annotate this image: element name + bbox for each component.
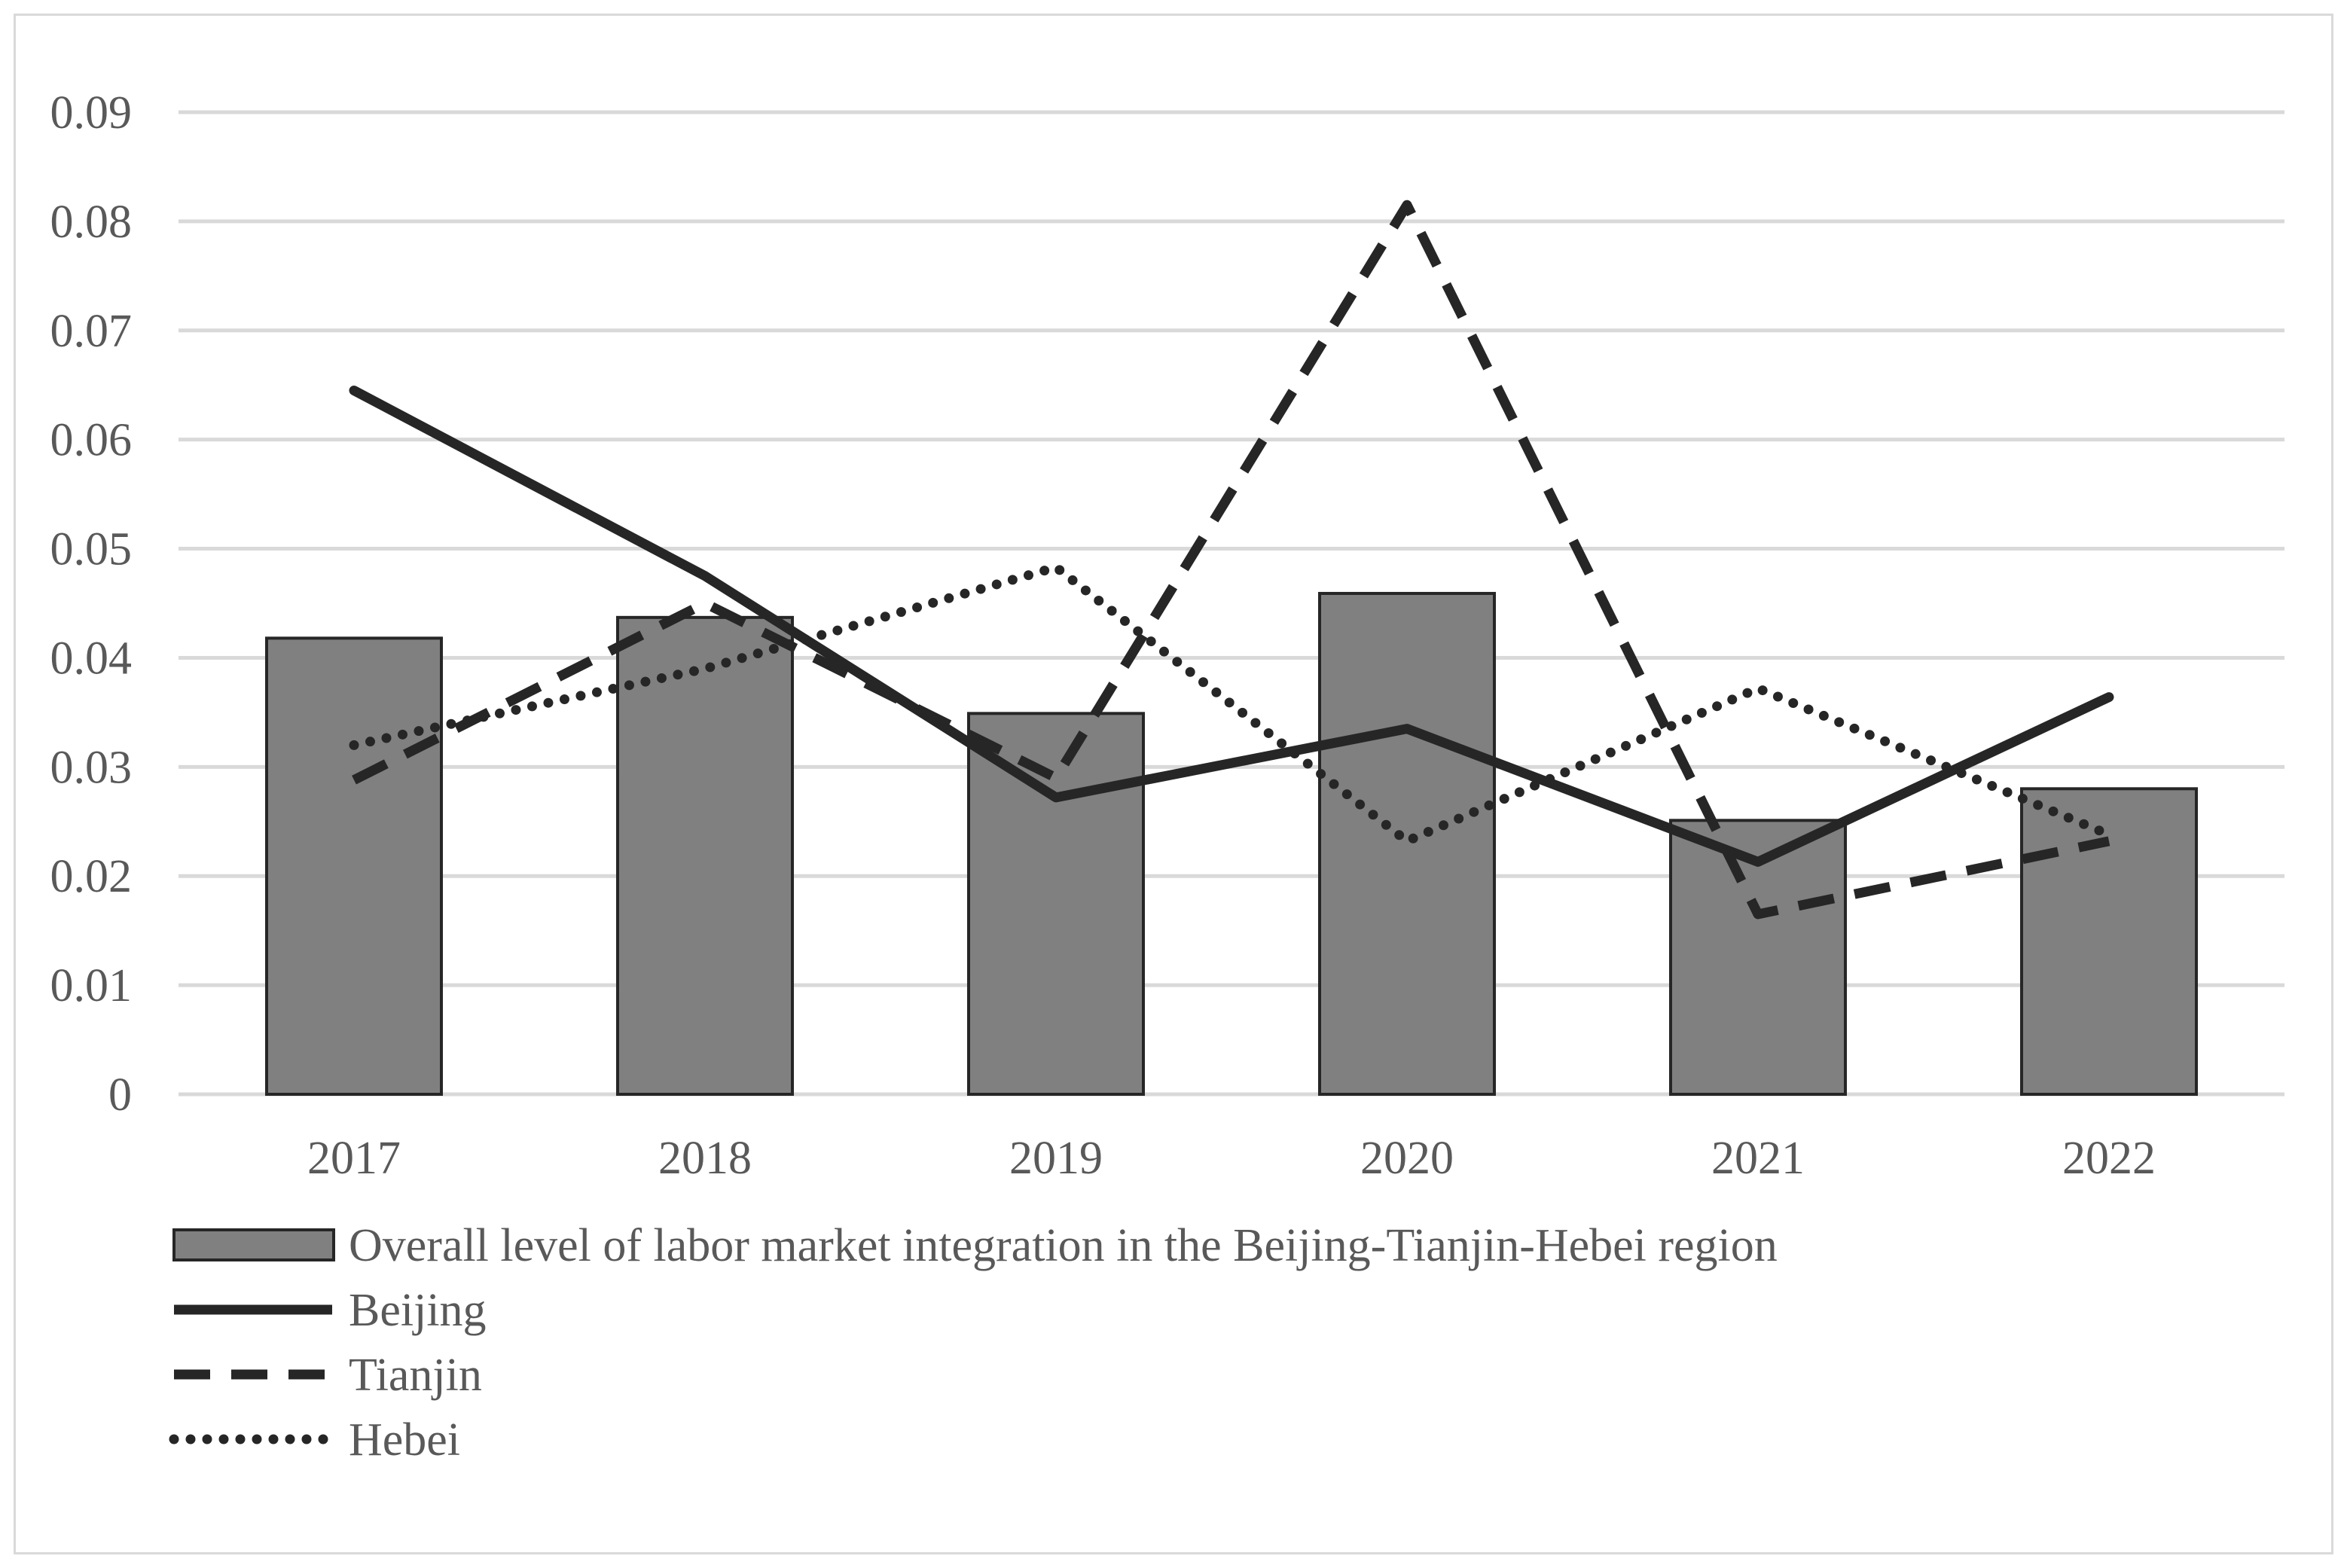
legend-label: Overall level of labor market integratio… (349, 1220, 1778, 1271)
series-line-beijing (349, 385, 2114, 867)
legend: Overall level of labor market integratio… (169, 1220, 1778, 1466)
bar (967, 712, 1145, 1096)
y-tick-label: 0.08 (50, 197, 133, 248)
bar-series (265, 591, 2198, 1097)
x-tick-label: 2019 (1009, 1133, 1103, 1184)
bar (2020, 787, 2198, 1097)
legend-label: Tianjin (349, 1350, 482, 1401)
bar (616, 615, 794, 1096)
series-line-hebei (349, 562, 2114, 847)
line-series (349, 200, 2114, 920)
y-tick-label: 0 (108, 1069, 132, 1121)
y-tick-label: 0.07 (50, 306, 133, 357)
y-axis-ticks: 0 0.01 0.02 0.03 0.04 0.05 0.06 0.07 0.08 0.09 (50, 87, 133, 1121)
x-axis-ticks: 2017 2018 2019 2020 2021 2022 (307, 1133, 2156, 1184)
chart-svg: 0 0.01 0.02 0.03 0.04 0.05 0.06 0.07 0.08 0.09 20… (50, 87, 2284, 1466)
y-tick-label: 0.06 (50, 415, 133, 466)
x-tick-label: 2021 (1711, 1133, 1805, 1184)
y-tick-label: 0.09 (50, 87, 133, 139)
y-tick-label: 0.03 (50, 742, 133, 793)
y-tick-label: 0.01 (50, 960, 133, 1011)
chart-frame: 0 0.01 0.02 0.03 0.04 0.05 0.06 0.07 0.08 0.09 20… (14, 14, 2333, 1554)
series-line-tianjin (352, 200, 2110, 920)
x-tick-label: 2017 (307, 1133, 401, 1184)
legend-label: Hebei (349, 1414, 460, 1466)
bar (1318, 591, 1496, 1096)
x-tick-label: 2020 (1360, 1133, 1454, 1184)
x-tick-label: 2022 (2062, 1133, 2156, 1184)
y-tick-label: 0.05 (50, 524, 133, 575)
bar (265, 636, 443, 1096)
y-tick-label: 0.02 (50, 851, 133, 902)
legend-swatch (172, 1228, 335, 1261)
grid-layer (179, 110, 2284, 1097)
y-tick-label: 0.04 (50, 633, 133, 684)
legend-label: Beijing (349, 1285, 487, 1336)
x-tick-label: 2018 (658, 1133, 752, 1184)
